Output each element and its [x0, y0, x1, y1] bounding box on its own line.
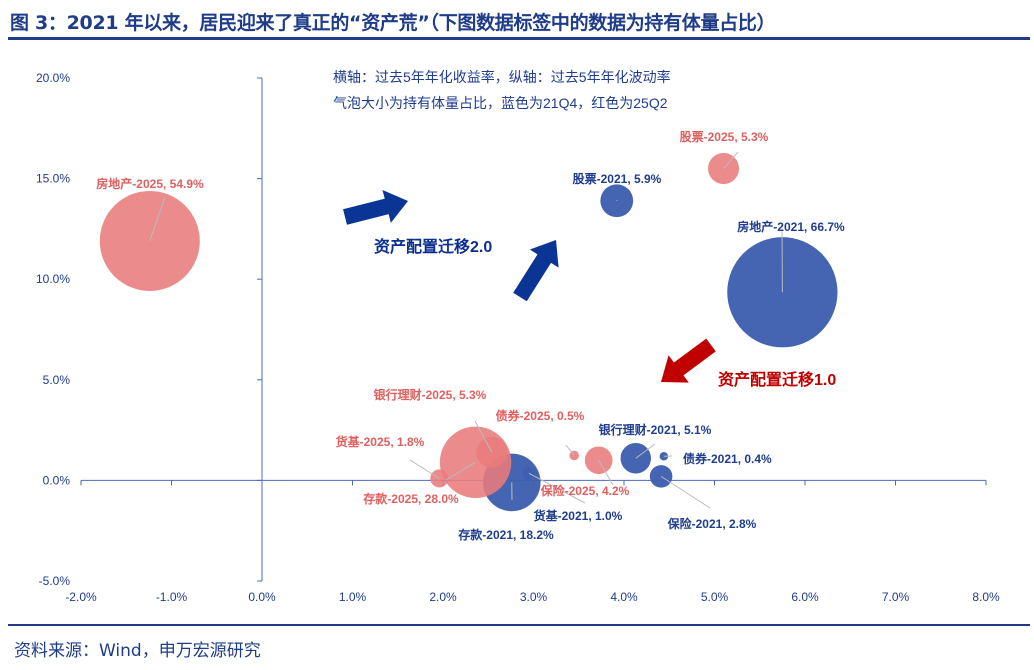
axis-note: 横轴：过去5年年化收益率，纵轴：过去5年年化波动率 [333, 69, 671, 85]
y-tick-label: 20.0% [36, 71, 70, 85]
x-tick-label: -2.0% [65, 590, 97, 604]
data-label: 存款-2025, 28.0% [362, 491, 459, 506]
x-tick-label: 1.0% [339, 590, 367, 604]
bubble-chart: -2.0% -1.0% 0.0% 1.0% 2.0% 3.0% 4.0% 5.0% 6.0% 7.… [36, 69, 1000, 604]
migration-2-label: 资产配置迁移2.0 [374, 237, 492, 256]
leader-line [565, 444, 575, 456]
data-label: 银行理财-2025, 5.3% [374, 387, 487, 402]
y-tick-label: -5.0% [39, 574, 71, 588]
data-label: 存款-2021, 18.2% [457, 527, 554, 542]
title-divider [8, 37, 1030, 40]
source-note: 资料来源：Wind，申万宏源研究 [14, 641, 261, 661]
data-label: 保险-2025, 4.2% [540, 483, 630, 498]
leader-line [723, 151, 739, 169]
y-tick-label: 0.0% [43, 473, 71, 487]
y-tick-label: 5.0% [43, 373, 71, 387]
leader-line [445, 461, 476, 481]
figure-title: 图 3：2021 年以来，居民迎来了真正的“资产荒”（下图数据标签中的数据为持有… [10, 12, 776, 34]
size-note: 气泡大小为持有体量占比，蓝色为21Q4，红色为25Q2 [333, 95, 668, 111]
x-tick-label: 8.0% [972, 590, 1000, 604]
y-tick-label: 15.0% [36, 172, 70, 186]
x-tick-label: 7.0% [882, 590, 910, 604]
migration-1-label: 资产配置迁移1.0 [718, 370, 836, 389]
leader-line [528, 472, 586, 504]
arrow-up-right-icon [343, 189, 408, 225]
x-tick-label: 2.0% [429, 590, 457, 604]
data-label: 银行理财-2021, 5.1% [599, 422, 712, 437]
x-tick-label: 4.0% [610, 590, 638, 604]
bubble-2021 [649, 465, 673, 488]
arrow-up-icon [513, 240, 559, 302]
data-label: 股票-2021, 5.9% [573, 171, 662, 186]
x-tick-label: 0.0% [248, 590, 276, 604]
footer-divider [8, 624, 1030, 626]
arrow-down-left-icon [661, 338, 716, 383]
data-label: 货基-2021, 1.0% [534, 508, 623, 523]
x-tick-label: 6.0% [791, 590, 819, 604]
x-tick-label: 3.0% [520, 590, 548, 604]
data-label: 债券-2021, 0.4% [683, 451, 772, 466]
data-label: 货基-2025, 1.8% [336, 434, 425, 449]
leader-line [635, 443, 656, 459]
data-label: 保险-2021, 2.8% [667, 516, 757, 531]
data-label: 股票-2025, 5.3% [680, 129, 769, 144]
y-tick-label: 10.0% [36, 272, 70, 286]
leader-line [598, 460, 614, 486]
data-label: 房地产-2025, 54.9% [96, 176, 204, 191]
x-tick-label: 5.0% [701, 590, 729, 604]
x-tick-label: -1.0% [156, 590, 188, 604]
data-label: 债券-2025, 0.5% [496, 408, 585, 423]
data-label: 房地产-2021, 66.7% [737, 219, 845, 234]
bubble-2021 [659, 451, 669, 461]
leader-line [660, 475, 711, 509]
leader-line [409, 459, 440, 479]
leader-line [474, 420, 493, 453]
leader-line [149, 196, 166, 242]
